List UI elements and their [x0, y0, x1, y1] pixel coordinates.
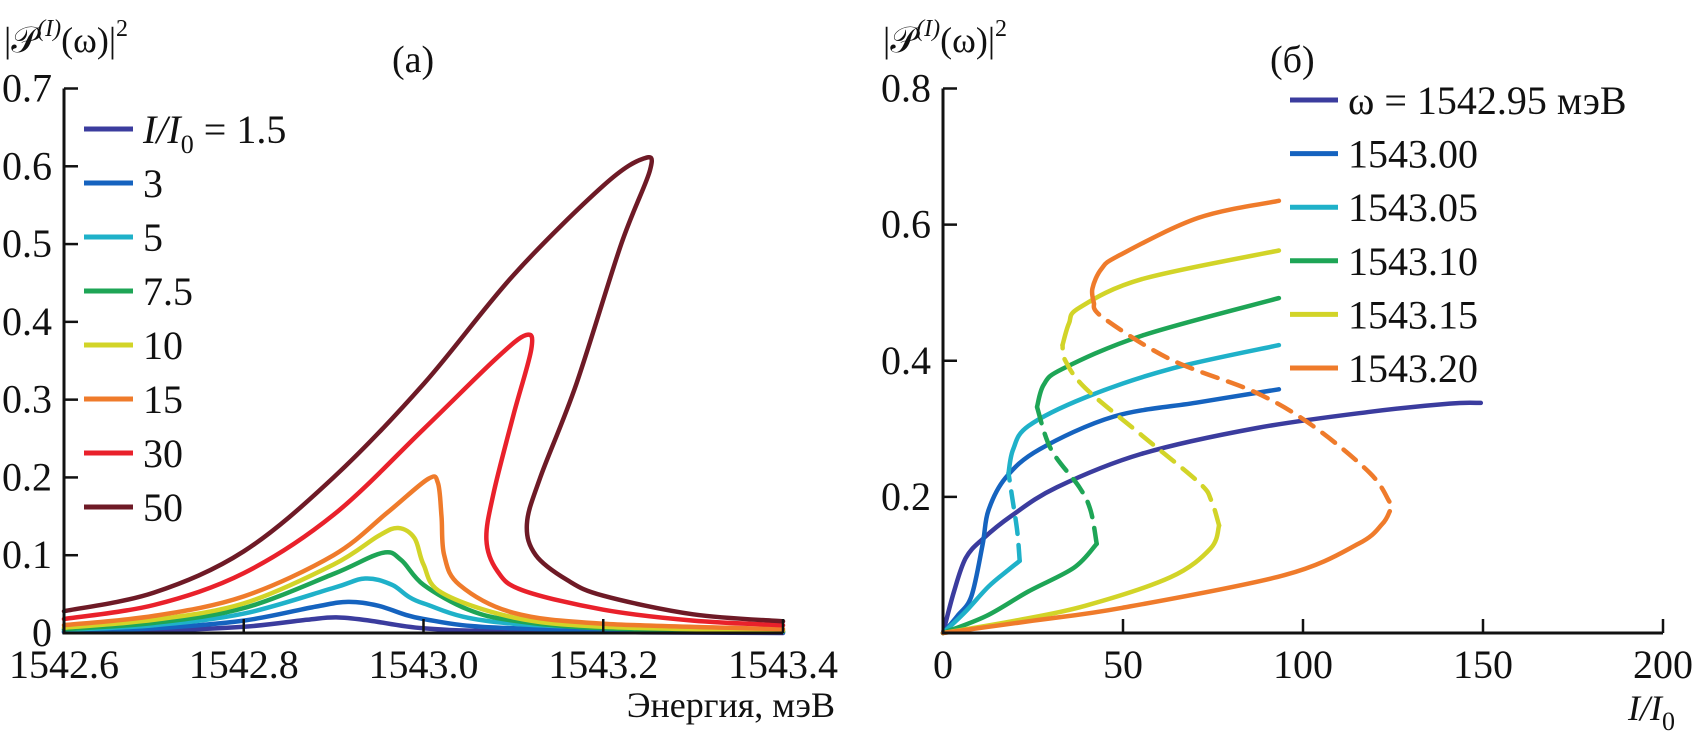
- legend-label: 1543.15: [1348, 292, 1478, 337]
- series-1543.10-solid-segment: [940, 541, 1099, 636]
- series-1543.00-solid-segment: [940, 387, 1282, 636]
- panel-a-energy-spectrum: |𝒫(I)(ω)|2 (a) 1542.6 1542.8 1543.0 1543.2 1…: [2, 16, 838, 725]
- panel-a-legend: I/I0 = 1.53 5 7.5 10 15 30 50: [84, 107, 286, 530]
- y-tick-label: 0.2: [2, 454, 52, 499]
- panel-a-curves: [61, 154, 786, 636]
- legend-label: 50: [143, 485, 183, 530]
- legend-label: 5: [143, 215, 163, 260]
- series-1543.20-dashed-segment: [1091, 300, 1392, 504]
- series-1543.15-solid-segment: [1060, 248, 1282, 348]
- legend-item: 1543.10: [1290, 239, 1478, 284]
- legend-label: 1543.10: [1348, 239, 1478, 284]
- panel-a-label: (a): [392, 39, 434, 81]
- legend-item: 50: [84, 485, 183, 530]
- panel-a-axes: 1542.6 1542.8 1543.0 1543.2 1543.4 0 0.1 0.2 0.3…: [2, 66, 838, 688]
- series-3-solid-segment: [61, 599, 786, 635]
- y-tick-label: 0.8: [881, 66, 931, 111]
- panel-a-x-axis-title: Энергия, мэВ: [627, 685, 835, 725]
- axis-lines: [62, 88, 783, 635]
- panel-b-curves: [940, 198, 1484, 636]
- x-tick-label: 0: [933, 642, 953, 687]
- x-tick-label: 1543.0: [369, 642, 479, 687]
- legend-item: 10: [84, 323, 183, 368]
- series-1543.20-solid-segment: [940, 508, 1393, 636]
- panel-b-label: (б): [1270, 39, 1315, 81]
- series-50-solid-segment: [61, 154, 786, 624]
- legend-item: 1543.00: [1290, 132, 1478, 177]
- y-tick-label: 0: [32, 610, 52, 655]
- x-tick-label: 1542.6: [9, 642, 119, 687]
- panel-a-y-axis-title: |𝒫(I)(ω)|2: [4, 16, 128, 60]
- legend-label: 1543.00: [1348, 132, 1478, 177]
- panel-b-x-axis-title: I/I0: [1627, 688, 1675, 736]
- legend-label: 10: [143, 323, 183, 368]
- y-tick-label: 0.4: [881, 338, 931, 383]
- x-tick-label: 1543.4: [728, 642, 838, 687]
- x-tick-label: 50: [1103, 642, 1143, 687]
- legend-item: ω = 1542.95 мэВ: [1290, 78, 1627, 123]
- x-tick-label: 1542.8: [189, 642, 299, 687]
- y-tick-label: 0.6: [2, 143, 52, 188]
- panel-b-y-axis-title: |𝒫(I)(ω)|2: [883, 16, 1007, 60]
- x-tick-label: 100: [1273, 642, 1333, 687]
- series-15-solid-segment: [61, 474, 786, 632]
- legend-label: 3: [143, 161, 163, 206]
- legend-label: 7.5: [143, 269, 193, 314]
- x-tick-label: 150: [1453, 642, 1513, 687]
- legend-item: 5: [84, 215, 163, 260]
- series-30-solid-segment: [61, 332, 786, 628]
- y-tick-label: 0.2: [881, 474, 931, 519]
- legend-item: 1543.05: [1290, 185, 1478, 230]
- x-tick-label: 200: [1633, 642, 1693, 687]
- legend-item: 1543.15: [1290, 292, 1478, 337]
- legend-label: I/I0 = 1.5: [142, 107, 286, 159]
- y-tick-label: 0.3: [2, 377, 52, 422]
- legend-label: 30: [143, 431, 183, 476]
- legend-item: 30: [84, 431, 183, 476]
- y-tick-label: 0.5: [2, 221, 52, 266]
- series-1542.95-solid-segment: [940, 400, 1484, 636]
- y-tick-label: 0.7: [2, 66, 52, 111]
- panel-b-axes: 0 50 100 150 200 0.2 0.4 0.6 0.8: [881, 66, 1693, 688]
- panel-b-intensity-dependence: |𝒫(I)(ω)|2 (б) 0 50 100 150 2000.20.40.60.8 …: [881, 16, 1693, 736]
- legend-label: 1543.20: [1348, 346, 1478, 391]
- y-tick-label: 0.4: [2, 299, 52, 344]
- legend-label: ω = 1542.95 мэВ: [1348, 78, 1627, 123]
- series-1543.05-solid-segment: [1006, 342, 1282, 476]
- legend-item: 1543.20: [1290, 346, 1478, 391]
- series-1543.05-solid-segment: [940, 558, 1022, 636]
- x-tick-label: 1543.2: [548, 642, 658, 687]
- legend-label: 15: [143, 377, 183, 422]
- series-10-solid-segment: [61, 525, 786, 633]
- legend-item: I/I0 = 1.5: [84, 107, 286, 159]
- y-tick-label: 0.6: [881, 202, 931, 247]
- series-1543.10-dashed-segment: [1034, 404, 1099, 547]
- legend-label: 1543.05: [1348, 185, 1478, 230]
- panel-b-legend: ω = 1542.95 мэВ 1543.00 1543.05 1543.10 1543…: [1290, 78, 1627, 391]
- series-1543.10-solid-segment: [1034, 295, 1282, 410]
- series-1543.05-dashed-segment: [1006, 470, 1022, 564]
- series-1543.15-dashed-segment: [1060, 342, 1222, 528]
- legend-item: 15: [84, 377, 183, 422]
- legend-item: 3: [84, 161, 163, 206]
- axis-lines: [941, 88, 1663, 635]
- y-tick-label: 0.1: [2, 532, 52, 577]
- series-1543.20-solid-segment: [1089, 198, 1282, 306]
- legend-item: 7.5: [84, 269, 193, 314]
